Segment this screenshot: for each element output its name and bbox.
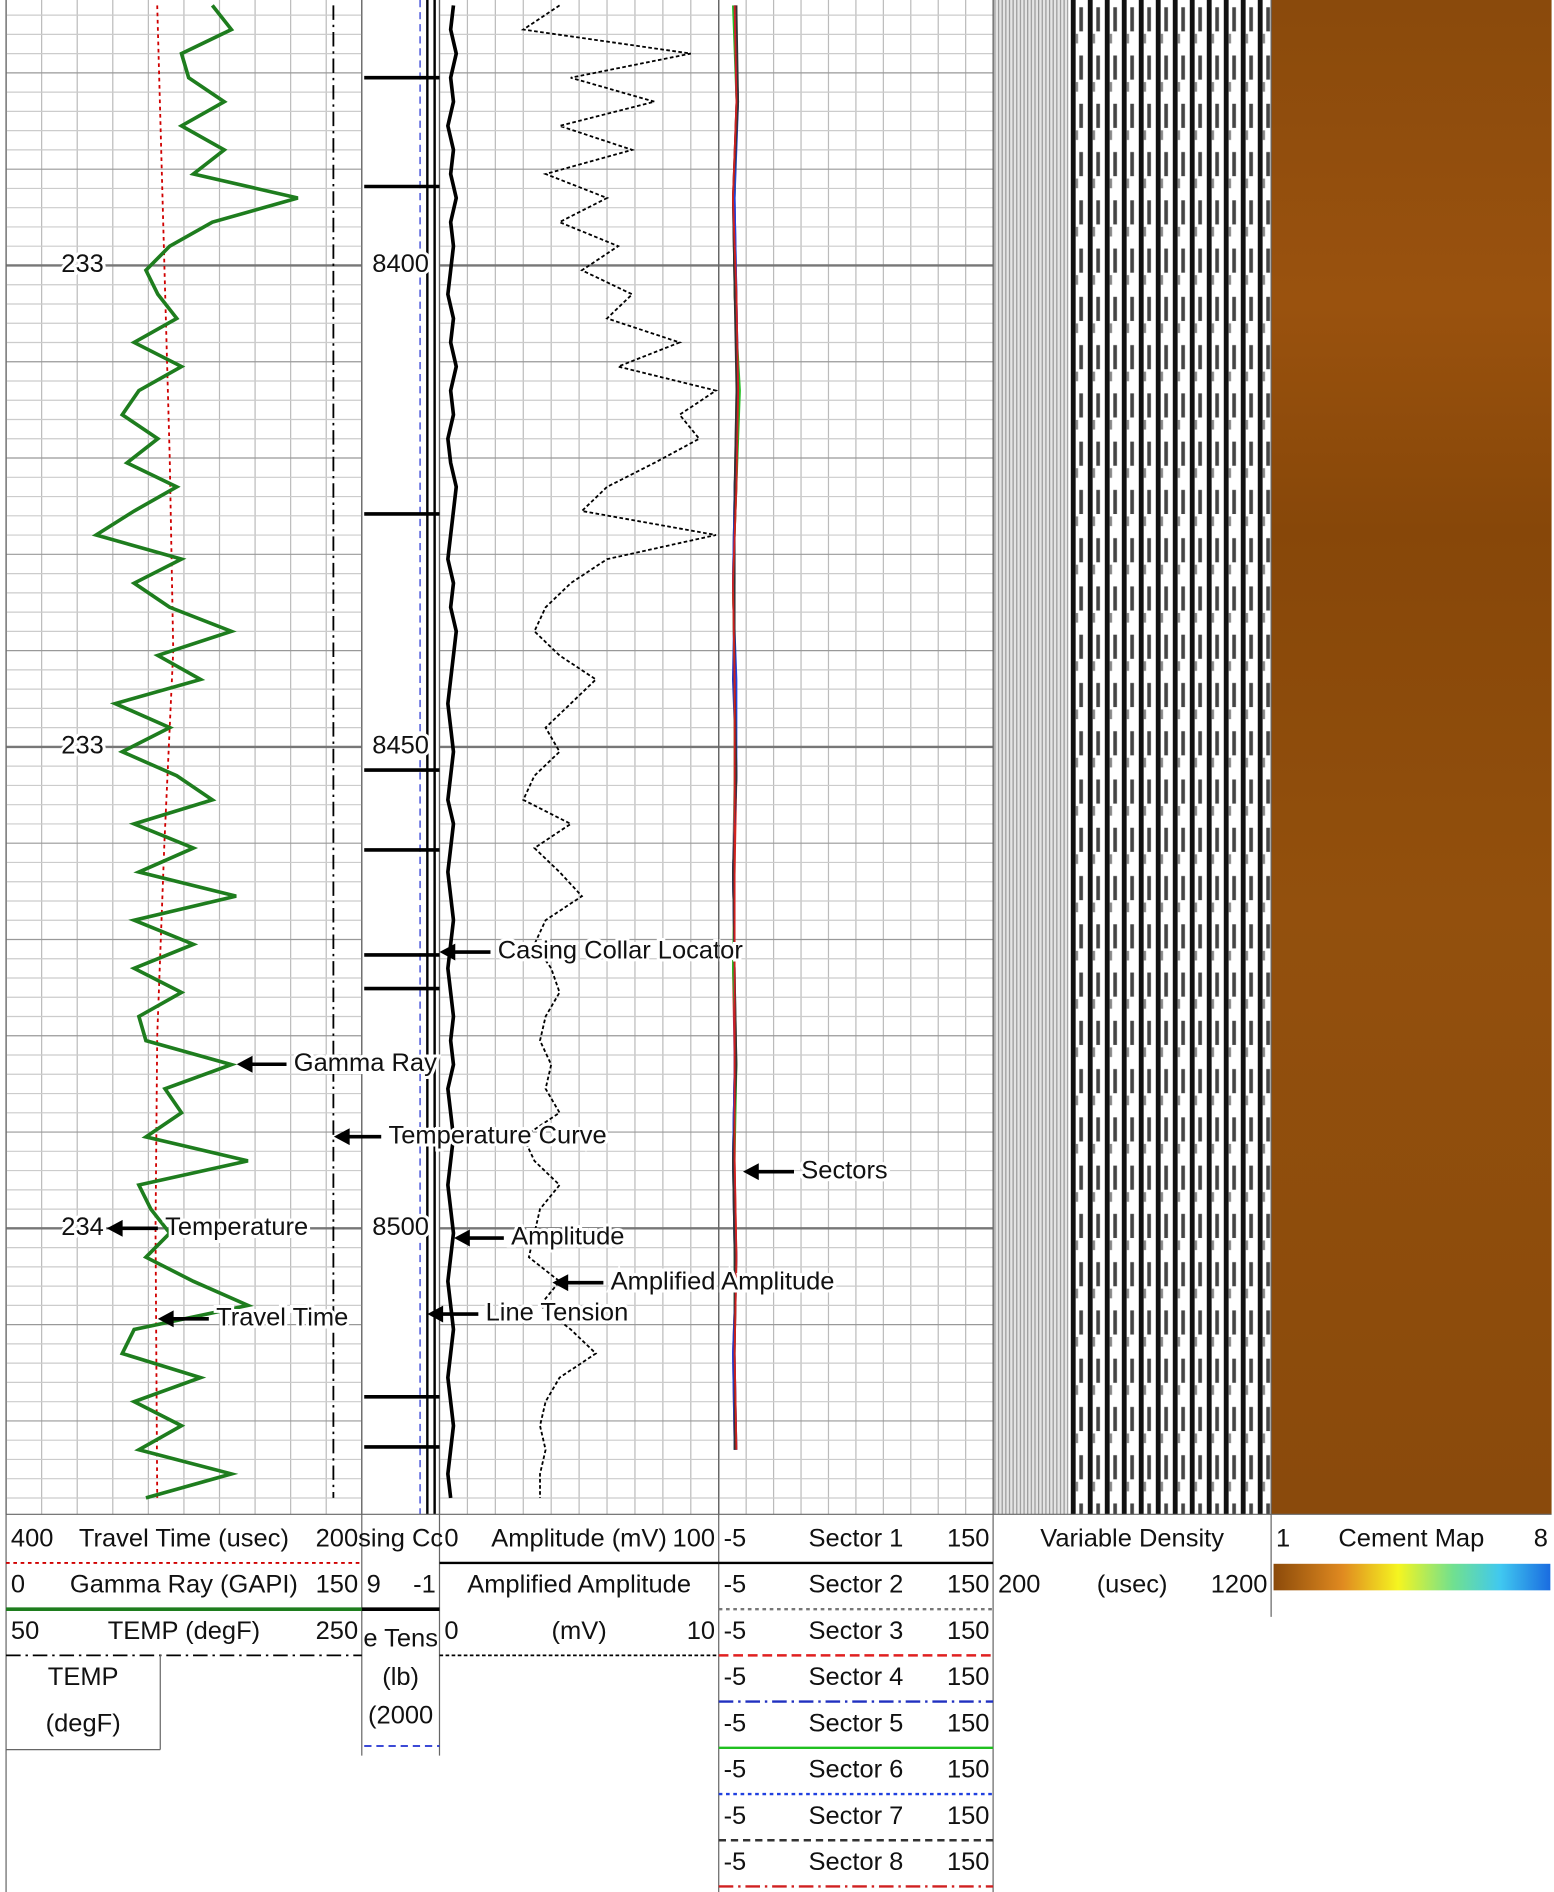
vdl-image [1068, 0, 1272, 1515]
gamma-ray-curve [91, 4, 299, 1500]
scale-left: 1 [1276, 1525, 1290, 1553]
depth-label: 8500 [372, 1213, 429, 1241]
scale-right: 8 [1534, 1525, 1548, 1553]
header-name: Sector 6 [808, 1756, 903, 1784]
header-name: (2000 [368, 1702, 433, 1730]
annotation-label: Temperature [165, 1213, 308, 1241]
arrow-head [427, 1305, 444, 1323]
scale-left: -5 [724, 1709, 747, 1737]
scale-left: 0 [11, 1571, 25, 1599]
header-name: (degF) [46, 1709, 121, 1737]
scale-right: 150 [947, 1663, 990, 1691]
scale-right: 150 [316, 1571, 359, 1599]
scale-right: 150 [947, 1525, 990, 1553]
header-name: Sector 1 [808, 1525, 903, 1553]
scale-left: -5 [724, 1617, 747, 1645]
scale-right: 250 [316, 1617, 359, 1645]
scale-left: 50 [11, 1617, 39, 1645]
header-name: Gamma Ray (GAPI) [70, 1571, 298, 1599]
header-name: (mV) [552, 1617, 607, 1645]
header-name: (usec) [1097, 1571, 1168, 1599]
scale-right: 150 [947, 1571, 990, 1599]
scale-right: 150 [947, 1617, 990, 1645]
amplitude-curve [445, 5, 459, 1499]
header-name: TEMP (degF) [108, 1617, 260, 1645]
annotation-label: Amplified Amplitude [611, 1267, 835, 1295]
header-name: sing Cc [358, 1525, 443, 1553]
vdl-background [993, 0, 1069, 1515]
header-name: (lb) [382, 1663, 419, 1691]
scale-right: 150 [947, 1802, 990, 1830]
depth-label: 8450 [372, 732, 429, 760]
arrow-head [157, 1310, 174, 1328]
scale-left: -5 [724, 1756, 747, 1784]
depth-label: 8400 [372, 250, 429, 278]
header-name: Cement Map [1338, 1525, 1484, 1553]
scale-left: 200 [998, 1571, 1041, 1599]
scale-left: -5 [724, 1802, 747, 1830]
header-name: e Tens [363, 1625, 438, 1653]
scale-left: -5 [724, 1663, 747, 1691]
arrow-head [743, 1163, 759, 1181]
annotation-label: Temperature Curve [389, 1121, 607, 1149]
arrow-head [552, 1274, 569, 1292]
header-name: Sector 2 [808, 1571, 903, 1599]
arrow-head [439, 943, 456, 961]
scale-left: -5 [724, 1848, 747, 1876]
arrow-head [454, 1229, 470, 1247]
arrow-head [236, 1055, 253, 1073]
scale-right: 1200 [1211, 1571, 1268, 1599]
header-name: Sector 7 [808, 1802, 903, 1830]
cement-map-image [1271, 0, 1552, 1515]
header-name: Travel Time (usec) [79, 1525, 289, 1553]
sector-curve [732, 5, 740, 1450]
header-name: Variable Density [1040, 1525, 1224, 1553]
time-label: 233 [61, 732, 104, 760]
header-name: Amplified Amplitude [467, 1571, 691, 1599]
annotation-label: Line Tension [486, 1299, 629, 1327]
header-name: Sector 4 [808, 1663, 903, 1691]
scale-left: 9 [367, 1571, 381, 1599]
scale-right: 200 [316, 1525, 359, 1553]
header-name: TEMP [48, 1663, 119, 1691]
header-name: Amplitude (mV) [491, 1525, 667, 1553]
scale-left: 0 [444, 1617, 458, 1645]
scale-left: -5 [724, 1525, 747, 1553]
time-label: 233 [61, 250, 104, 278]
annotation-label: Gamma Ray [294, 1049, 437, 1077]
scale-right: 100 [673, 1525, 716, 1553]
scale-right: 150 [947, 1756, 990, 1784]
cement-colorbar [1273, 1563, 1551, 1591]
scale-left: 0 [444, 1525, 458, 1553]
arrow-head [106, 1219, 123, 1237]
scale-right: 150 [947, 1848, 990, 1876]
annotation-label: Casing Collar Locator [498, 937, 744, 965]
header-name: Sector 3 [808, 1617, 903, 1645]
time-label: 234 [61, 1213, 104, 1241]
scale-right: 10 [687, 1617, 715, 1645]
scale-left: -5 [724, 1571, 747, 1599]
scale-right: 150 [947, 1709, 990, 1737]
header-name: Sector 8 [808, 1848, 903, 1876]
scale-right: -1 [413, 1571, 436, 1599]
scale-left: 400 [11, 1525, 54, 1553]
annotation-label: Sectors [801, 1156, 887, 1184]
travel-time-curve [154, 5, 175, 1498]
annotation-label: Amplitude [511, 1223, 624, 1251]
header-name: Sector 5 [808, 1709, 903, 1737]
annotation-label: Travel Time [216, 1304, 348, 1332]
arrow-head [333, 1128, 350, 1146]
